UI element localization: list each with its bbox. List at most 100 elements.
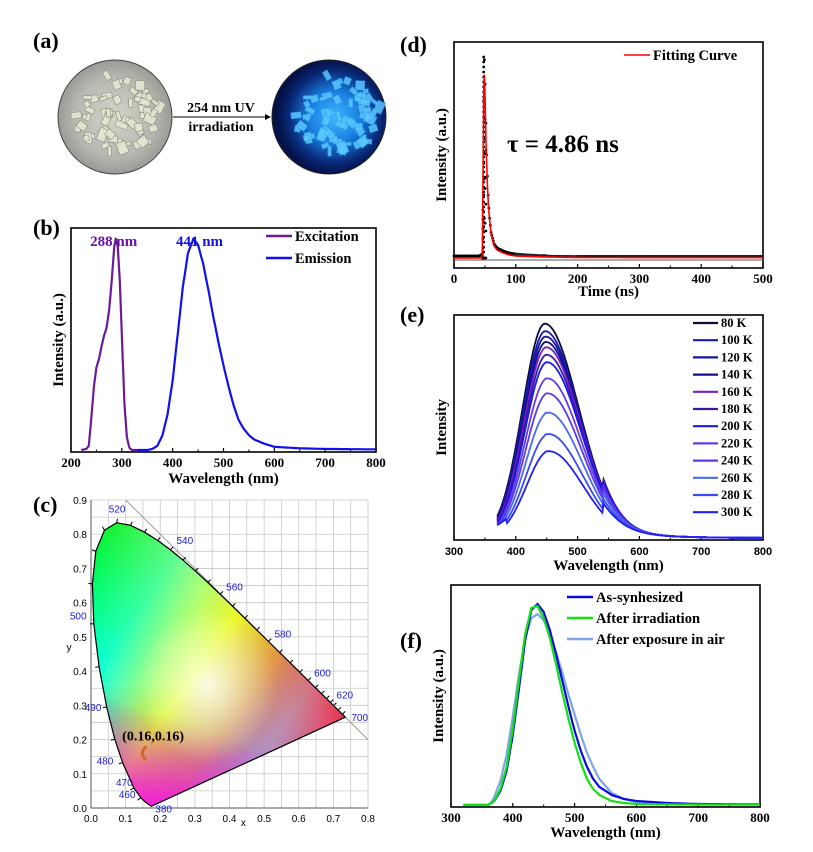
x-tick-label: 800 bbox=[366, 455, 386, 470]
crystal-flake bbox=[89, 94, 100, 104]
crystal-flake bbox=[100, 141, 111, 150]
wavelength-label: 600 bbox=[314, 669, 331, 680]
crystal-flake bbox=[148, 107, 159, 119]
x-axis-title: Wavelength (nm) bbox=[553, 558, 663, 574]
y-tick-label: 0.7 bbox=[73, 564, 87, 575]
glowing-crystal-flake bbox=[302, 95, 312, 100]
locus-tick bbox=[326, 695, 330, 699]
legend-label-temperature: 80 K bbox=[721, 316, 747, 330]
legend-label-temperature: 200 K bbox=[721, 419, 753, 433]
x-tick-label: 0 bbox=[451, 271, 458, 286]
wavelength-label: 580 bbox=[274, 629, 291, 640]
wavelength-label: 520 bbox=[109, 505, 126, 516]
crystal-flake bbox=[112, 94, 123, 106]
x-axis-title: Time (ns) bbox=[578, 284, 639, 300]
x-tick-label: 300 bbox=[630, 271, 650, 286]
x-tick-label: 300 bbox=[441, 810, 461, 825]
locus-tick bbox=[144, 528, 148, 533]
legend-label-temperature: 160 K bbox=[721, 385, 753, 399]
wavelength-label: 480 bbox=[97, 757, 114, 768]
glowing-crystal-flake bbox=[320, 141, 331, 150]
x-tick-label: 500 bbox=[214, 455, 234, 470]
x-tick-label: 500 bbox=[568, 546, 586, 558]
cie-coordinate-marker bbox=[140, 745, 147, 761]
x-axis-title: Wavelength (nm) bbox=[168, 471, 278, 487]
y-axis-title: Intensity (a.u.) bbox=[431, 649, 447, 743]
arrow-label-line1: 254 nm UV bbox=[187, 101, 255, 116]
crystal-flake bbox=[84, 105, 96, 116]
x-tick-label: 400 bbox=[691, 271, 711, 286]
x-tick-label: 100 bbox=[506, 271, 526, 286]
locus-tick bbox=[116, 518, 118, 523]
x-tick-label: 0.4 bbox=[223, 814, 237, 825]
crystal-flake bbox=[115, 140, 130, 156]
locus-tick bbox=[110, 738, 115, 741]
decay-data-point bbox=[482, 70, 486, 74]
peak-annotation: 288 nm bbox=[90, 234, 138, 250]
glowing-crystal-flake bbox=[302, 134, 311, 143]
decay-data-point bbox=[484, 256, 488, 260]
x-tick-label: 0.7 bbox=[326, 814, 340, 825]
legend-label: As-synhesized bbox=[596, 590, 683, 606]
peak-annotation: 441 nm bbox=[176, 234, 224, 250]
y-tick-label: 0.1 bbox=[73, 770, 87, 781]
legend-label-temperature: 300 K bbox=[721, 505, 753, 519]
x-tick-label: 0.1 bbox=[119, 814, 133, 825]
locus-tick bbox=[130, 787, 135, 791]
legend-label-excitation: Excitation bbox=[295, 229, 359, 245]
chart-d-decay: 0 100 200 300 400 500 Time (ns) Intensity (a.u.… bbox=[434, 41, 773, 300]
x-tick-label: 700 bbox=[692, 546, 710, 558]
crystal-flake bbox=[150, 98, 160, 107]
crystal-flake bbox=[147, 123, 159, 134]
glowing-crystal-flake bbox=[361, 92, 367, 99]
crystal-flake bbox=[95, 126, 110, 143]
locus-tick bbox=[321, 690, 325, 695]
locus-tick bbox=[137, 797, 142, 801]
legend-label-fitting-curve: Fitting Curve bbox=[653, 48, 738, 64]
x-tick-label: 0.5 bbox=[257, 814, 271, 825]
glowing-crystal-flake bbox=[290, 111, 302, 120]
crystal-flake bbox=[82, 95, 92, 100]
y-tick-label: 0.6 bbox=[73, 599, 87, 610]
locus-tick bbox=[102, 706, 107, 709]
crystal-flake bbox=[105, 108, 111, 118]
crystal-flake bbox=[134, 122, 144, 132]
crystal-flake bbox=[133, 96, 142, 103]
locus-tick bbox=[315, 684, 319, 689]
wavelength-label: 540 bbox=[176, 536, 193, 547]
locus-tick bbox=[207, 579, 211, 583]
legend-label-temperature: 260 K bbox=[721, 471, 753, 485]
x-tick-label: 0.8 bbox=[361, 814, 375, 825]
x-tick-label: 700 bbox=[315, 455, 335, 470]
wavelength-label: 560 bbox=[226, 582, 243, 593]
daylight-photo bbox=[57, 59, 173, 175]
decay-data-point bbox=[484, 229, 488, 233]
x-tick-label: 600 bbox=[627, 810, 647, 825]
series-line-temperature bbox=[496, 450, 763, 539]
y-tick-label: 0.3 bbox=[73, 701, 87, 712]
locus-tick bbox=[170, 546, 174, 551]
glowing-crystal-flake bbox=[319, 95, 328, 102]
wavelength-label: 460 bbox=[119, 790, 136, 801]
locus-tick bbox=[256, 626, 260, 631]
decay-data-point bbox=[761, 255, 764, 257]
x-tick-label: 300 bbox=[112, 455, 132, 470]
panel-label-b: (b) bbox=[33, 215, 60, 240]
x-tick-label: 800 bbox=[754, 546, 772, 558]
series-line-after-irradiation bbox=[463, 604, 760, 807]
glowing-crystal-flake bbox=[304, 112, 312, 122]
locus-tick bbox=[289, 659, 294, 664]
locus-tick bbox=[219, 591, 224, 595]
glowing-crystal-flake bbox=[342, 76, 353, 86]
decay-data-point bbox=[482, 65, 486, 69]
glowing-crystal-flake bbox=[355, 134, 371, 149]
locus-tick bbox=[299, 669, 303, 673]
wavelength-label: 470 bbox=[116, 778, 133, 789]
crystal-flake bbox=[135, 134, 151, 149]
x-tick-label: 0.3 bbox=[188, 814, 202, 825]
panel-label-c: (c) bbox=[33, 492, 57, 517]
crystal-flake bbox=[75, 119, 89, 132]
glowing-crystal-flake bbox=[295, 119, 309, 132]
x-tick-label: 600 bbox=[265, 455, 285, 470]
